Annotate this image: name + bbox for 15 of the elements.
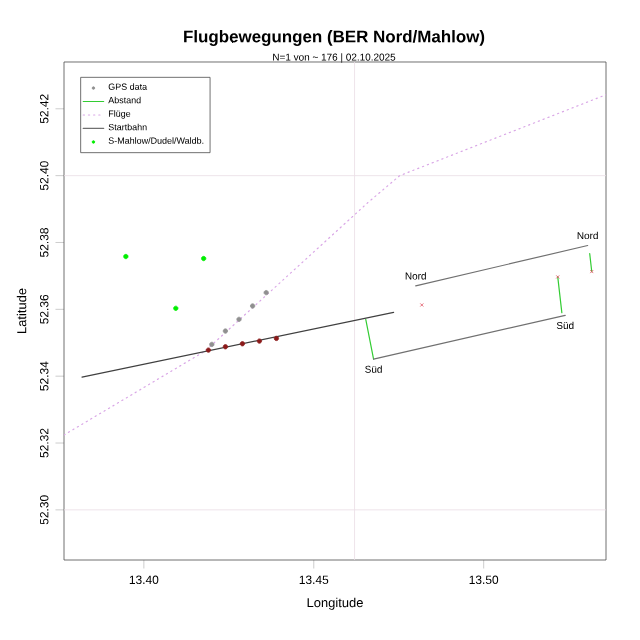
point [273,335,279,341]
point [222,344,228,350]
point [205,347,212,353]
point [201,255,207,262]
point [263,290,269,296]
point [250,303,256,309]
point [222,328,228,334]
point [236,316,242,322]
line-series [64,94,607,436]
point [239,341,245,347]
chart-title: Flugbewegungen (BER Nord/Mahlow) [184,30,485,46]
point [256,338,262,344]
point [209,341,215,348]
point [123,253,129,260]
point [173,305,179,311]
